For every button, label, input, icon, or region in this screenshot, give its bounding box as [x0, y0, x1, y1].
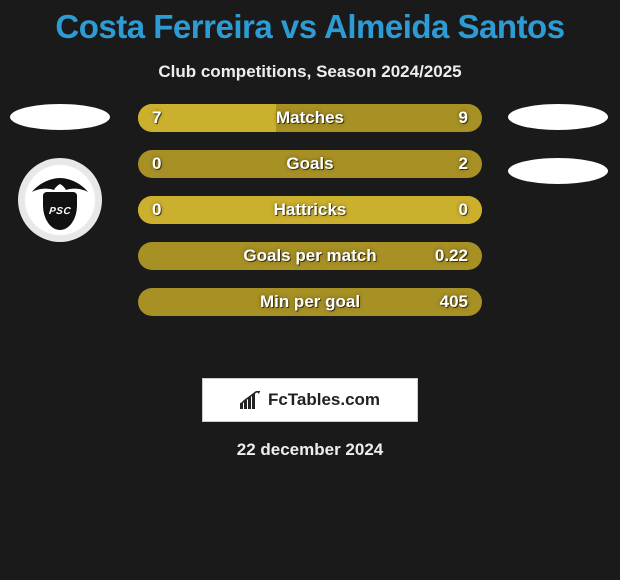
crest-shield: PSC: [43, 192, 77, 230]
right-mark-1: [508, 104, 608, 130]
stat-bar: 0 Goals 2: [138, 150, 482, 178]
stat-value-left: 0: [152, 200, 161, 220]
stat-value-left: 7: [152, 108, 161, 128]
stat-value-right: 9: [459, 108, 468, 128]
left-player-marks: [10, 104, 110, 130]
subtitle: Club competitions, Season 2024/2025: [0, 62, 620, 82]
stat-label: Goals: [286, 154, 333, 174]
footer-logo: FcTables.com: [202, 378, 418, 422]
stat-bar: Min per goal 405: [138, 288, 482, 316]
chart-icon: [240, 391, 262, 409]
stat-label: Matches: [276, 108, 344, 128]
right-player-marks: [508, 104, 608, 184]
stat-value-right: 0: [459, 200, 468, 220]
crest-text: PSC: [48, 206, 71, 217]
club-crest: PSC: [18, 158, 102, 242]
stat-bars: 7 Matches 9 0 Goals 2 0 Hattricks 0 Goals per mat…: [138, 104, 482, 316]
stat-bar: 7 Matches 9: [138, 104, 482, 132]
stat-value-right: 405: [440, 292, 468, 312]
right-mark-2: [508, 158, 608, 184]
stat-label: Hattricks: [274, 200, 347, 220]
stat-bar: Goals per match 0.22: [138, 242, 482, 270]
stat-label: Min per goal: [260, 292, 360, 312]
footer-date: 22 december 2024: [0, 440, 620, 460]
stat-label: Goals per match: [243, 246, 376, 266]
footer-logo-text: FcTables.com: [268, 390, 380, 410]
stat-value-left: 0: [152, 154, 161, 174]
stat-value-right: 0.22: [435, 246, 468, 266]
page-title: Costa Ferreira vs Almeida Santos: [0, 0, 620, 46]
stat-bar: 0 Hattricks 0: [138, 196, 482, 224]
comparison-area: PSC 7 Matches 9 0 Goals 2 0 Hattricks 0 Goals per…: [0, 110, 620, 360]
left-mark-1: [10, 104, 110, 130]
stat-value-right: 2: [459, 154, 468, 174]
